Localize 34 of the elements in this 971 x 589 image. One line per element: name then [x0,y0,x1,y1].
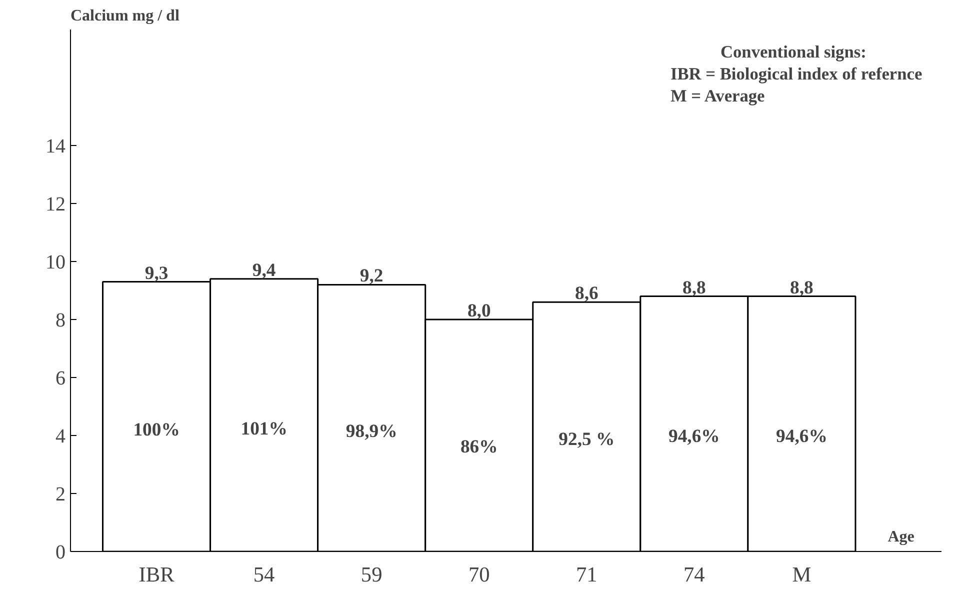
x-axis-title: Age [888,528,914,546]
x-tick-label: 70 [468,562,490,586]
annotation: 92,5 % [558,428,615,450]
annotation: Conventional signs: [720,42,866,62]
x-tick-label: 71 [576,562,598,586]
data-label: 9,4 [252,260,276,281]
annotation: 94,6% [668,426,720,448]
y-tick-label: 0 [56,542,66,564]
data-label: 8,8 [682,277,706,298]
annotation: 98,9% [346,420,398,442]
data-label: 8,6 [574,283,598,304]
x-tick-label: IBR [138,562,176,586]
annotation: 86% [460,436,498,458]
data-label: 9,3 [144,262,168,284]
data-label: 8,8 [790,277,814,298]
y-tick-label: 2 [56,484,66,506]
annotation: IBR = Biological index of refernce [670,64,922,84]
y-tick-label: 12 [46,194,66,216]
y-tick-label: 6 [56,368,66,390]
y-tick-label: 14 [46,136,66,158]
y-tick-label: 8 [56,310,66,332]
x-tick-label: 59 [360,562,382,586]
y-tick-label: 4 [56,426,66,448]
y-axis-title: Calcium mg / dl [70,8,180,24]
x-tick-label: 54 [253,562,276,586]
data-label: 9,2 [360,266,384,287]
y-tick-label: 10 [46,252,66,274]
annotation: 100% [133,420,180,441]
annotation: M = Average [670,86,766,106]
annotation: 94,6% [776,426,828,448]
data-label: 8,0 [467,300,491,322]
annotation: 101% [240,418,288,440]
x-tick-label: M [792,562,812,586]
x-tick-label: 74 [684,562,706,586]
